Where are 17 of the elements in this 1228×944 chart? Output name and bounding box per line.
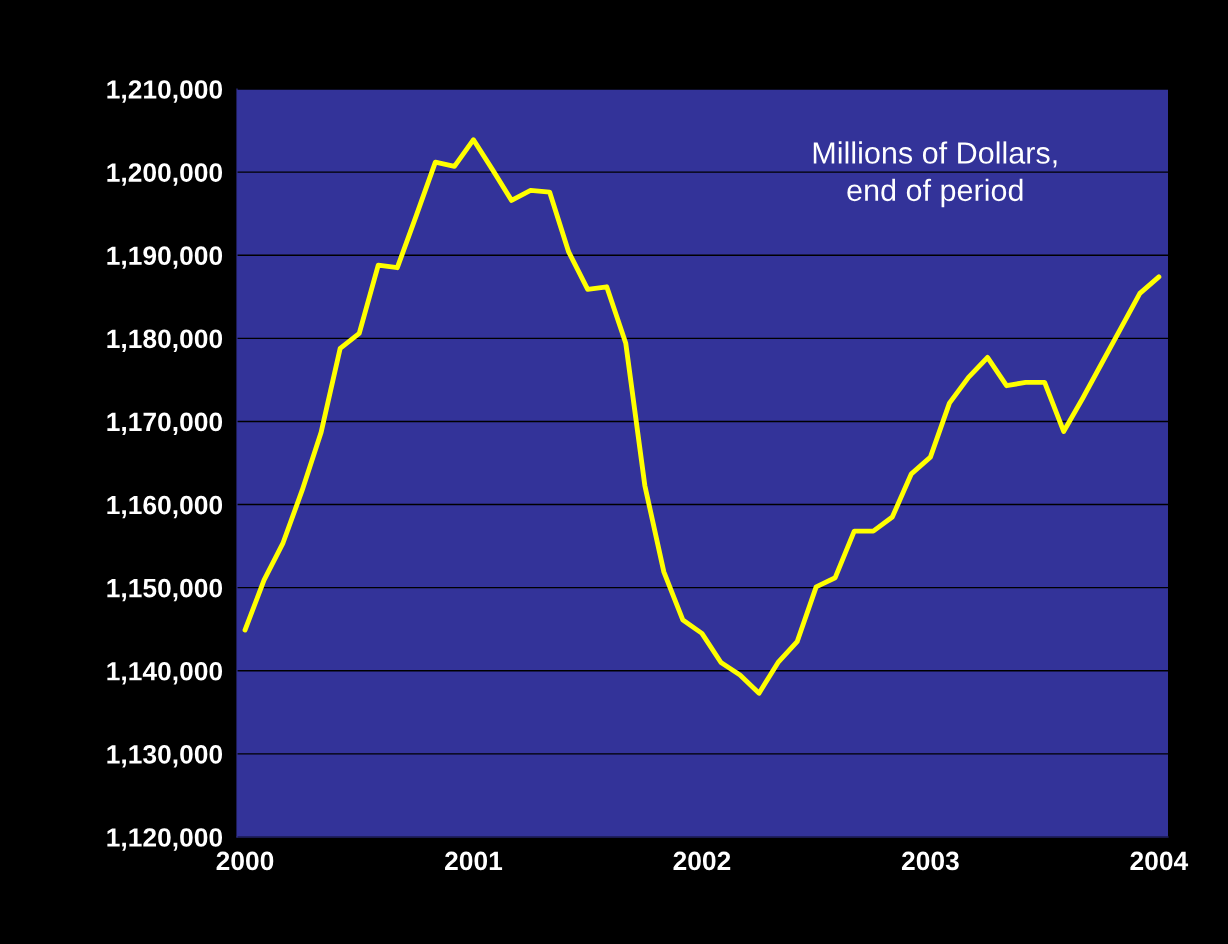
y-tick-label: 1,160,000 xyxy=(107,495,223,519)
y-tick-label: 1,200,000 xyxy=(107,163,223,186)
line-series xyxy=(242,137,1162,696)
x-tick-label: 2001 xyxy=(445,851,503,871)
y-tick-label: 1,140,000 xyxy=(107,661,223,685)
x-tick-label: 2004 xyxy=(1130,851,1189,871)
y-tick-label: 1,150,000 xyxy=(107,578,223,602)
y-tick-label: 1,130,000 xyxy=(107,745,223,768)
y-tick-label: 1,120,000 xyxy=(107,828,223,851)
y-tick-label: 1,190,000 xyxy=(107,246,223,269)
y-tick-label: 1,180,000 xyxy=(107,329,223,352)
x-tick-label: 2000 xyxy=(216,851,274,871)
y-tick-label: 1,170,000 xyxy=(107,412,223,436)
x-tick-label: 2002 xyxy=(673,851,731,871)
x-tick-label: 2003 xyxy=(901,851,959,871)
annotation: Millions of Dollars, end of period xyxy=(813,141,1057,208)
y-tick-label: 1,210,000 xyxy=(107,80,223,103)
